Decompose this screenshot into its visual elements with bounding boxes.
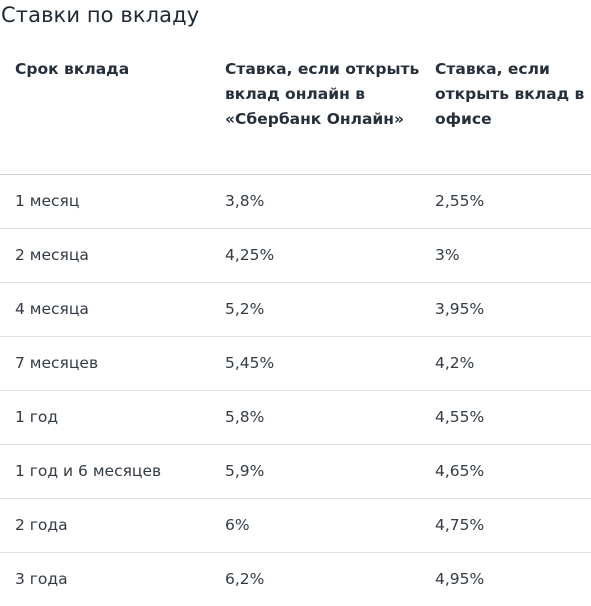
term-cell: 1 год и 6 месяцев <box>15 462 162 480</box>
table-header-row: Срок вклада Ставка, если открыть вклад о… <box>0 47 591 175</box>
table-row: 1 год и 6 месяцев 5,9% 4,65% <box>0 445 591 499</box>
online-rate-cell: 5,9% <box>225 462 265 480</box>
office-rate-cell: 4,95% <box>435 570 485 588</box>
online-rate-cell: 6,2% <box>225 570 265 588</box>
table-row: 2 года 6% 4,75% <box>0 499 591 553</box>
online-rate-cell: 5,8% <box>225 408 265 426</box>
table-row: 1 год 5,8% 4,55% <box>0 391 591 445</box>
table-row: 1 месяц 3,8% 2,55% <box>0 175 591 229</box>
term-cell: 2 года <box>15 516 68 534</box>
online-rate-cell: 3,8% <box>225 192 265 210</box>
table-row: 4 месяца 5,2% 3,95% <box>0 283 591 337</box>
office-rate-cell: 3% <box>435 246 460 264</box>
online-rate-cell: 6% <box>225 516 250 534</box>
term-cell: 2 месяца <box>15 246 89 264</box>
office-rate-cell: 4,75% <box>435 516 485 534</box>
header-office-rate: Ставка, если открыть вклад в офисе <box>435 60 585 128</box>
online-rate-cell: 4,25% <box>225 246 275 264</box>
term-cell: 1 месяц <box>15 192 80 210</box>
header-term: Срок вклада <box>15 60 130 78</box>
term-cell: 3 года <box>15 570 68 588</box>
table-row: 3 года 6,2% 4,95% <box>0 553 591 606</box>
header-online-rate: Ставка, если открыть вклад онлайн в «Сбе… <box>225 60 420 128</box>
office-rate-cell: 2,55% <box>435 192 485 210</box>
rates-table: Срок вклада Ставка, если открыть вклад о… <box>0 47 591 606</box>
term-cell: 7 месяцев <box>15 354 99 372</box>
term-cell: 4 месяца <box>15 300 89 318</box>
online-rate-cell: 5,2% <box>225 300 265 318</box>
page-title: Ставки по вкладу <box>1 3 200 27</box>
office-rate-cell: 3,95% <box>435 300 485 318</box>
office-rate-cell: 4,2% <box>435 354 475 372</box>
online-rate-cell: 5,45% <box>225 354 275 372</box>
table-row: 7 месяцев 5,45% 4,2% <box>0 337 591 391</box>
term-cell: 1 год <box>15 408 59 426</box>
office-rate-cell: 4,55% <box>435 408 485 426</box>
table-row: 2 месяца 4,25% 3% <box>0 229 591 283</box>
office-rate-cell: 4,65% <box>435 462 485 480</box>
